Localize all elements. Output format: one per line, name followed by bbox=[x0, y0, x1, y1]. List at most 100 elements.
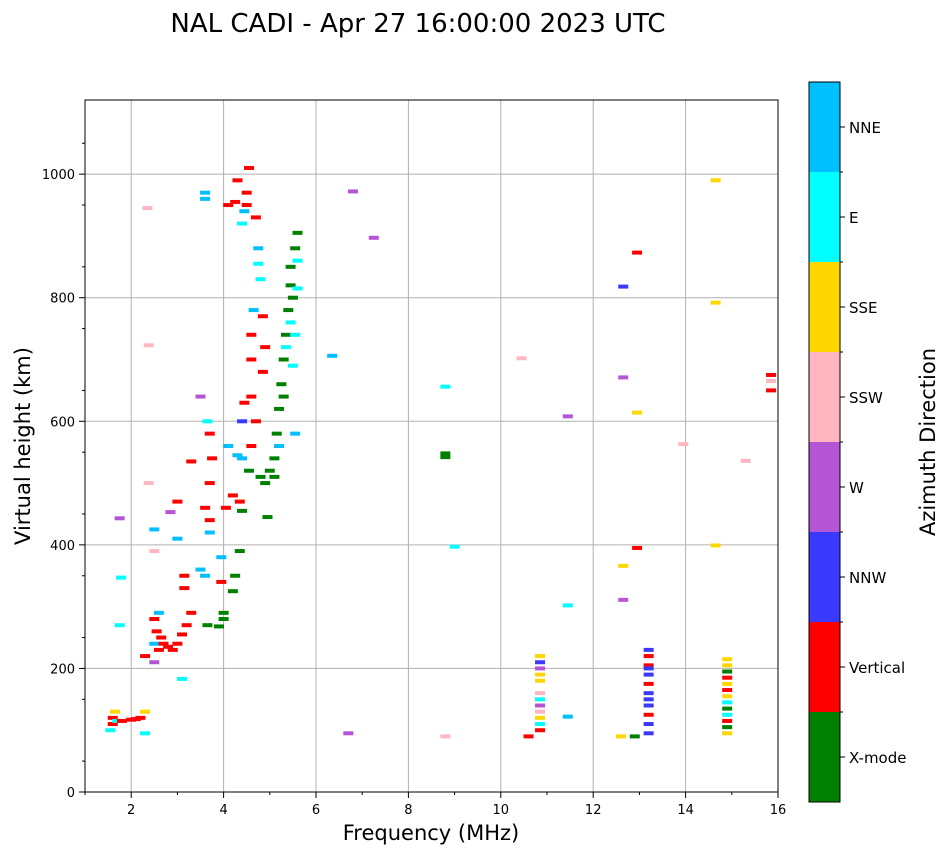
data-point bbox=[232, 453, 243, 458]
data-point bbox=[140, 654, 151, 659]
y-tick-label: 600 bbox=[50, 415, 75, 430]
data-point bbox=[523, 734, 534, 739]
data-point bbox=[237, 221, 248, 226]
data-point bbox=[766, 372, 777, 377]
data-point bbox=[618, 375, 629, 380]
data-point bbox=[149, 660, 160, 665]
data-point bbox=[227, 589, 238, 594]
data-point bbox=[114, 623, 125, 628]
data-point bbox=[643, 691, 654, 696]
data-point bbox=[368, 235, 379, 240]
gridlines bbox=[85, 100, 778, 792]
data-point bbox=[618, 284, 629, 289]
colorbar-segment bbox=[809, 442, 840, 532]
data-point bbox=[202, 419, 213, 424]
data-point bbox=[135, 715, 146, 720]
data-point bbox=[274, 406, 285, 411]
colorbar-segment bbox=[809, 82, 840, 172]
data-point bbox=[615, 734, 626, 739]
y-tick-label: 0 bbox=[67, 786, 75, 801]
data-point bbox=[766, 379, 777, 384]
data-point bbox=[643, 722, 654, 727]
data-point bbox=[246, 332, 257, 337]
data-point bbox=[292, 286, 303, 291]
y-axis-ticks: 0 200 400 600 800 1000 bbox=[42, 142, 85, 801]
colorbar-segment bbox=[809, 532, 840, 622]
data-point bbox=[283, 308, 294, 313]
data-point bbox=[186, 610, 197, 615]
data-point bbox=[632, 545, 643, 550]
data-point bbox=[248, 308, 259, 313]
data-point bbox=[223, 203, 234, 208]
data-point bbox=[204, 431, 215, 436]
data-point bbox=[535, 697, 546, 702]
data-point bbox=[290, 332, 301, 337]
data-point bbox=[643, 654, 654, 659]
data-point bbox=[632, 410, 643, 415]
y-tick-label: 1000 bbox=[42, 168, 75, 183]
data-point bbox=[110, 709, 121, 714]
data-point bbox=[140, 709, 151, 714]
data-point bbox=[204, 518, 215, 523]
data-point bbox=[722, 712, 733, 717]
data-point bbox=[260, 481, 271, 486]
data-point bbox=[440, 451, 451, 456]
data-point bbox=[710, 300, 721, 305]
data-point bbox=[449, 544, 460, 549]
chart-title: NAL CADI - Apr 27 16:00:00 2023 UTC bbox=[170, 9, 665, 39]
x-tick-label: 16 bbox=[770, 803, 787, 818]
data-point bbox=[440, 734, 451, 739]
data-point bbox=[237, 419, 248, 424]
data-point bbox=[172, 536, 183, 541]
data-point bbox=[347, 189, 358, 194]
colorbar-tick-label: Vertical bbox=[849, 659, 905, 677]
data-point bbox=[280, 332, 291, 337]
colorbar-frame bbox=[808, 81, 841, 803]
data-point bbox=[253, 246, 264, 251]
data-point bbox=[204, 481, 215, 486]
data-point bbox=[278, 394, 289, 399]
data-point bbox=[535, 709, 546, 714]
data-point bbox=[241, 190, 252, 195]
colorbar-tick-label: E bbox=[849, 209, 858, 227]
data-point bbox=[632, 250, 643, 255]
data-point bbox=[158, 641, 169, 646]
data-point bbox=[216, 579, 227, 584]
data-point bbox=[241, 203, 252, 208]
data-point bbox=[200, 505, 211, 510]
x-tick-label: 4 bbox=[219, 803, 227, 818]
data-point bbox=[218, 617, 229, 621]
x-axis-label: Frequency (MHz) bbox=[343, 821, 519, 845]
data-point bbox=[271, 431, 282, 436]
data-point bbox=[239, 400, 250, 405]
colorbar-tick-label: SSW bbox=[849, 389, 883, 407]
data-point bbox=[202, 623, 213, 628]
data-point bbox=[200, 573, 211, 578]
data-point bbox=[260, 345, 271, 350]
data-point bbox=[142, 206, 153, 211]
data-point bbox=[264, 468, 275, 473]
data-point bbox=[246, 444, 257, 448]
data-point bbox=[722, 700, 733, 705]
x-tick-label: 12 bbox=[585, 803, 602, 818]
data-point bbox=[253, 261, 264, 266]
data-point bbox=[292, 258, 303, 263]
data-point bbox=[250, 419, 261, 424]
data-marks bbox=[105, 165, 777, 739]
data-point bbox=[269, 474, 280, 479]
data-point bbox=[153, 647, 164, 652]
colorbar-segment bbox=[809, 262, 840, 352]
data-point bbox=[643, 731, 654, 736]
data-point bbox=[172, 499, 183, 504]
data-point bbox=[710, 543, 721, 548]
data-point bbox=[535, 691, 546, 696]
data-point bbox=[678, 442, 689, 447]
data-point bbox=[220, 505, 231, 510]
data-point bbox=[257, 369, 268, 374]
data-point bbox=[177, 632, 188, 637]
data-point bbox=[149, 617, 160, 621]
data-point bbox=[722, 706, 733, 711]
data-point bbox=[239, 209, 250, 214]
data-point bbox=[287, 295, 298, 300]
